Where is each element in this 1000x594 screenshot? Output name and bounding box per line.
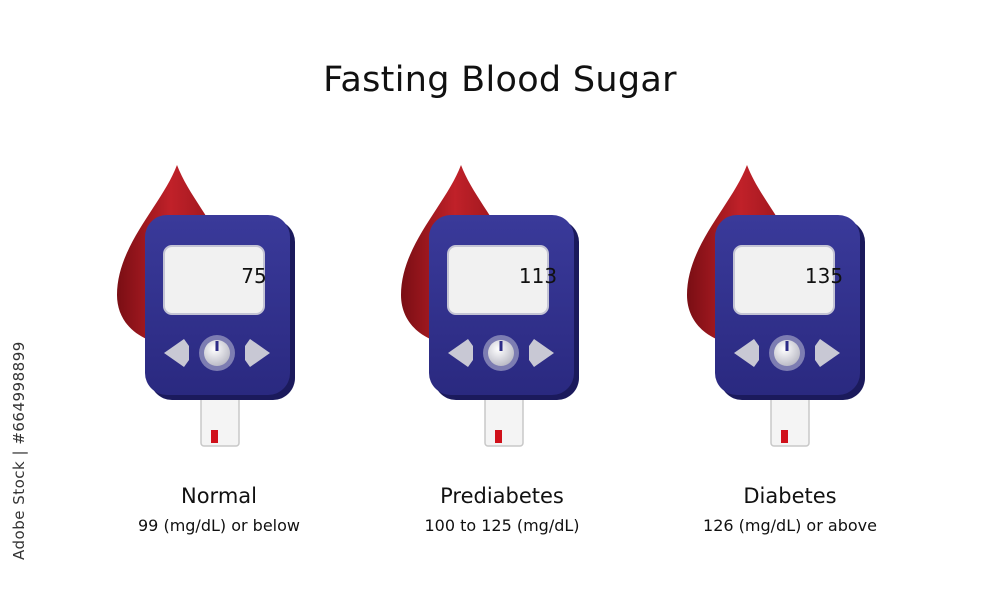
glucose-meter-prediabetes: 113 <box>396 160 636 460</box>
meter-caption-prediabetes: Prediabetes 100 to 125 (mg/dL) <box>352 484 652 535</box>
category-label: Normal <box>181 484 257 508</box>
glucose-meter-normal: 75 <box>112 160 352 460</box>
right-arrow-icon <box>529 339 554 367</box>
left-arrow-icon <box>734 339 759 367</box>
category-range: 99 (mg/dL) or below <box>138 516 300 535</box>
meter-caption-normal: Normal 99 (mg/dL) or below <box>69 484 369 535</box>
meter-reading: 113 <box>518 264 558 288</box>
category-label: Prediabetes <box>440 484 564 508</box>
category-range: 100 to 125 (mg/dL) <box>424 516 580 535</box>
page-title: Fasting Blood Sugar <box>323 60 677 100</box>
meter-reading: 135 <box>804 264 844 288</box>
meter-screen <box>447 245 549 315</box>
left-arrow-icon <box>448 339 473 367</box>
meter-screen <box>163 245 265 315</box>
right-arrow-icon <box>245 339 270 367</box>
left-arrow-icon <box>164 339 189 367</box>
category-range: 126 (mg/dL) or above <box>703 516 877 535</box>
glucose-meter-diabetes: 135 <box>682 160 922 460</box>
meter-reading: 75 <box>241 264 267 288</box>
stock-id-text: Adobe Stock | #664998899 <box>10 341 28 560</box>
right-arrow-icon <box>815 339 840 367</box>
meter-screen <box>733 245 835 315</box>
category-label: Diabetes <box>743 484 837 508</box>
meter-caption-diabetes: Diabetes 126 (mg/dL) or above <box>640 484 940 535</box>
